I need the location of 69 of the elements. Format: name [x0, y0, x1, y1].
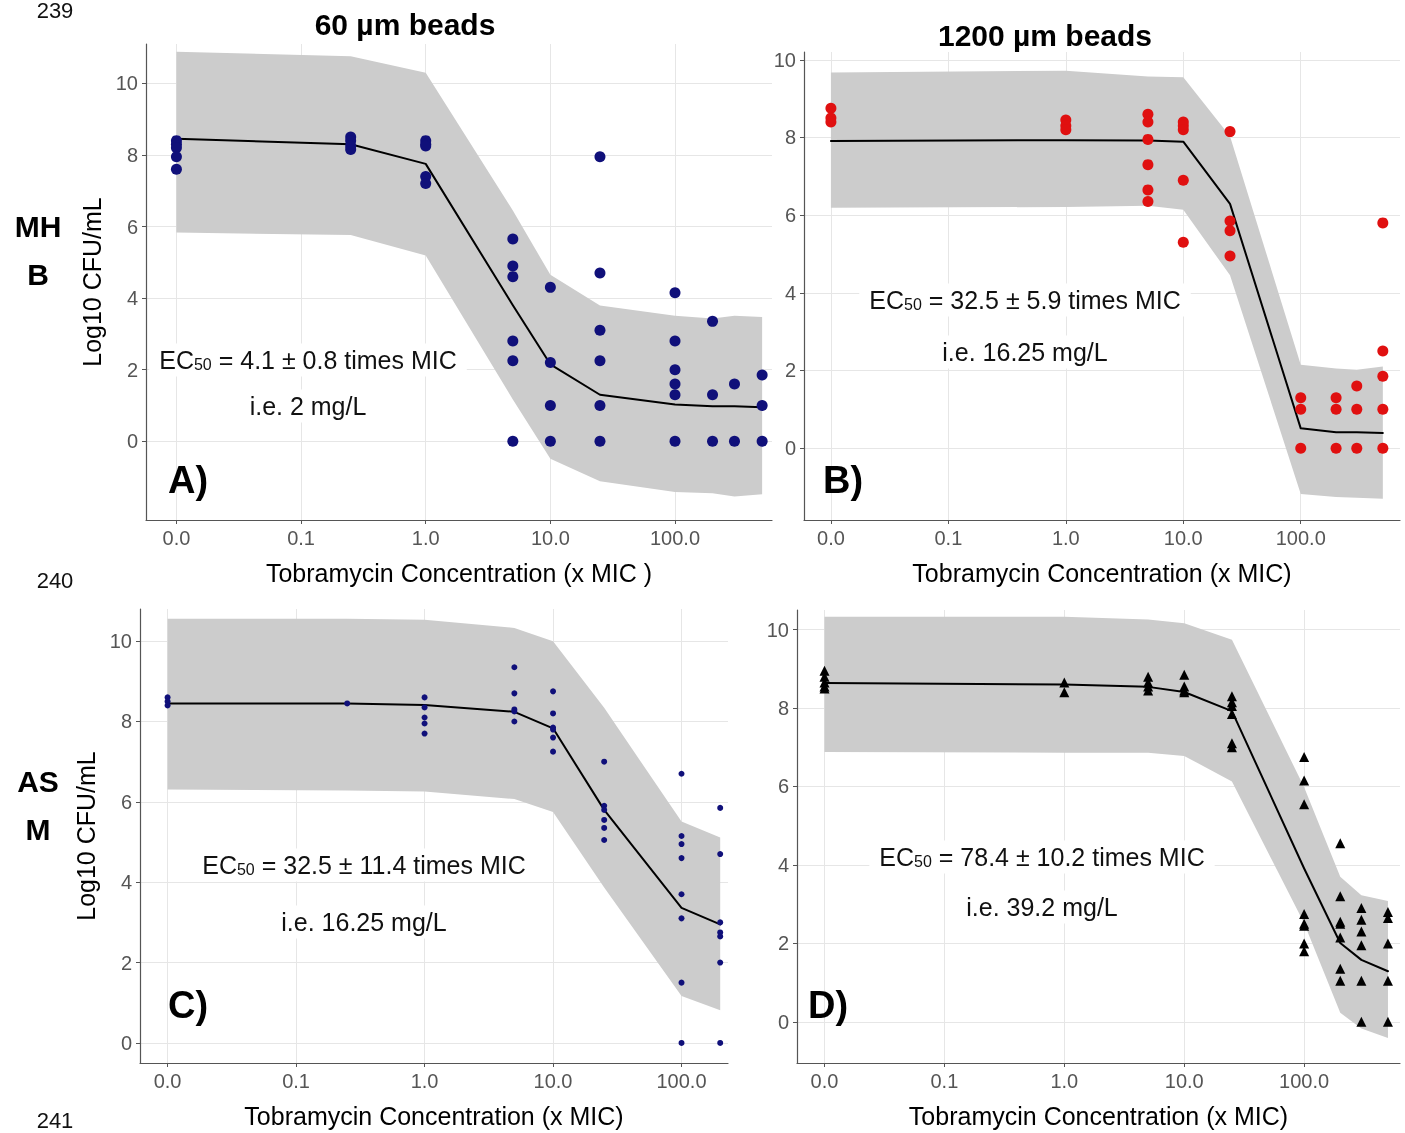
x-tick-label: 1.0: [1050, 1070, 1079, 1092]
x-axis-title: Tobramycin Concentration (x MIC): [244, 1101, 624, 1130]
y-tick-label: 8: [777, 697, 789, 720]
y-axis-title: Log10 CFU/mL: [72, 751, 101, 921]
text: 239: [36, 0, 74, 23]
annotation: EC50 = 78.4 ± 10.2 times MIC: [879, 843, 1205, 871]
y-tick-label: 4: [784, 281, 796, 304]
y-tick-label: 4: [126, 287, 138, 310]
chart-title: 1200 µm beads: [937, 18, 1153, 52]
y-tick-label: 0: [784, 437, 796, 460]
y-tick-label: 6: [120, 790, 132, 813]
annotation: EC50 = 4.1 ± 0.8 times MIC: [159, 346, 457, 374]
y-tick-label: 4: [120, 871, 132, 894]
x-tick-label: 0.1: [930, 1070, 959, 1092]
annotation: i.e. 16.25 mg/L: [942, 338, 1108, 366]
text: 240: [36, 567, 74, 593]
annotation: i.e. 2 mg/L: [249, 392, 367, 420]
annotation: EC50 = 32.5 ± 11.4 times MIC: [202, 851, 526, 879]
x-tick-label: 100.0: [656, 1070, 707, 1092]
x-tick-label: 0.0: [817, 527, 845, 549]
x-tick-label: 0.0: [810, 1070, 839, 1092]
annotation: i.e. 16.25 mg/L: [281, 908, 447, 936]
text: AS M: [17, 764, 59, 846]
annotation: A): [168, 459, 209, 501]
chart-title: 60 µm beads: [314, 7, 496, 41]
annotation: i.e. 39.2 mg/L: [966, 893, 1118, 921]
y-tick-label: 2: [777, 932, 789, 955]
annotation: C): [168, 984, 209, 1026]
x-tick-label: 1.0: [410, 1070, 439, 1092]
y-axis-title: Log10 CFU/mL: [78, 197, 107, 367]
x-tick-label: 0.0: [162, 527, 191, 549]
y-tick-label: 10: [766, 618, 789, 641]
y-tick-label: 8: [784, 126, 796, 149]
text: 241: [36, 1107, 74, 1133]
x-tick-label: 0.1: [282, 1070, 310, 1092]
annotation: D): [808, 984, 849, 1026]
y-tick-label: 10: [109, 630, 132, 653]
x-tick-label: 100.0: [1279, 1070, 1330, 1092]
y-tick-label: 8: [120, 710, 132, 733]
y-tick-label: 6: [777, 775, 789, 798]
x-tick-label: 0.1: [287, 527, 315, 549]
y-tick-label: 2: [126, 358, 138, 381]
y-tick-label: 6: [126, 215, 138, 238]
x-tick-label: 1.0: [1051, 527, 1080, 549]
y-tick-label: 2: [784, 359, 796, 382]
text: MH B: [14, 209, 62, 291]
x-tick-label: 10.0: [1163, 527, 1203, 549]
y-tick-label: 0: [777, 1010, 789, 1033]
x-tick-label: 0.1: [934, 527, 963, 549]
x-tick-label: 10.0: [533, 1070, 573, 1092]
y-tick-label: 2: [120, 951, 132, 974]
x-axis-title: Tobramycin Concentration (x MIC ): [265, 558, 653, 587]
x-axis-title: Tobramycin Concentration (x MIC): [912, 558, 1292, 587]
y-tick-label: 10: [773, 48, 796, 71]
annotation: B): [823, 459, 864, 501]
x-tick-label: 100.0: [649, 527, 701, 549]
x-tick-label: 10.0: [1164, 1070, 1204, 1092]
x-tick-label: 0.0: [153, 1070, 182, 1092]
y-tick-label: 6: [784, 204, 796, 227]
x-tick-label: 100.0: [1275, 527, 1326, 549]
y-tick-label: 4: [777, 853, 789, 876]
x-tick-label: 1.0: [411, 527, 440, 549]
y-tick-label: 8: [126, 143, 138, 166]
x-axis-title: Tobramycin Concentration (x MIC): [908, 1101, 1289, 1130]
annotation: EC50 = 32.5 ± 5.9 times MIC: [869, 286, 1181, 314]
y-tick-label: 0: [126, 430, 138, 453]
y-tick-label: 10: [115, 72, 138, 95]
y-tick-label: 0: [120, 1031, 132, 1054]
x-tick-label: 10.0: [530, 527, 570, 549]
